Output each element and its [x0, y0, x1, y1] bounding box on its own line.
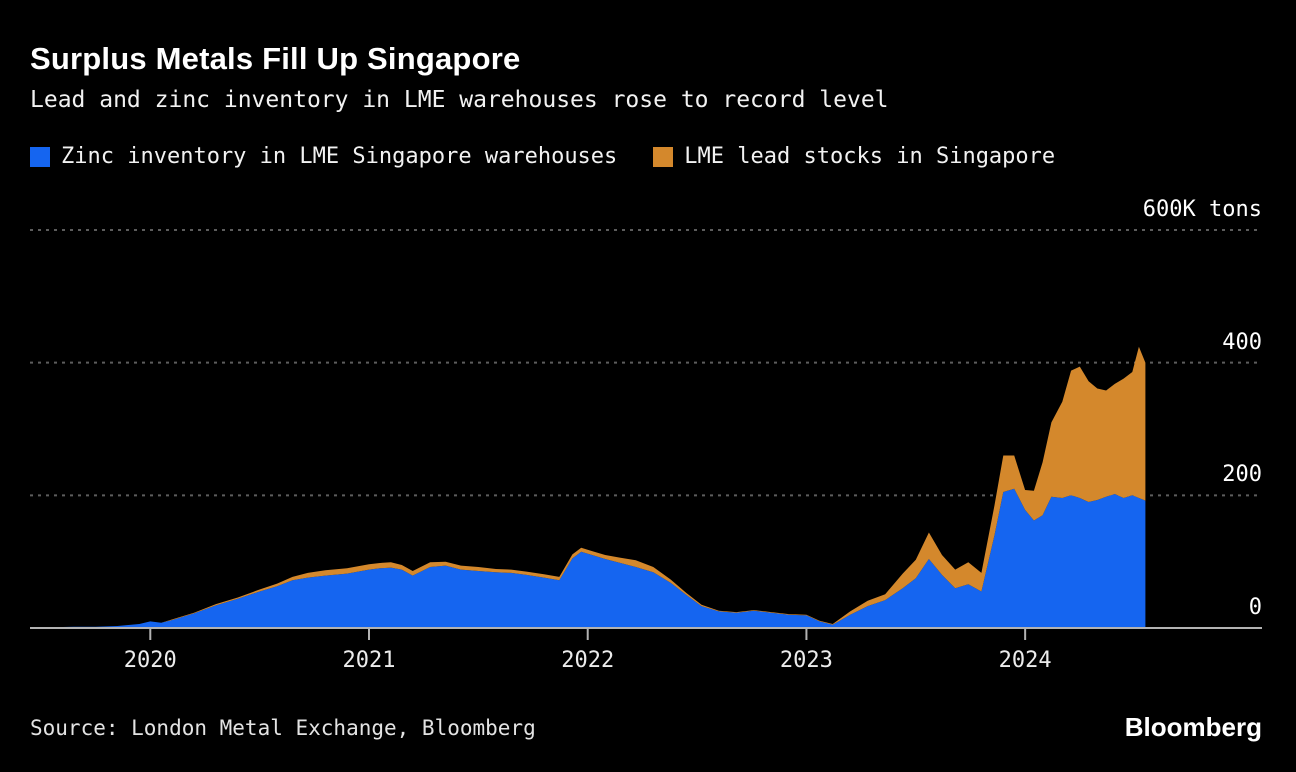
x-axis-label: 2020	[123, 648, 177, 673]
x-axis-label: 2024	[998, 648, 1052, 673]
zinc-swatch-icon	[30, 146, 50, 167]
legend-item-lead: LME lead stocks in Singapore	[653, 144, 1055, 169]
x-axis-label: 2022	[561, 648, 615, 673]
y-axis-label: 0	[1248, 595, 1262, 620]
legend-item-zinc: Zinc inventory in LME Singapore warehous…	[30, 144, 617, 169]
page-subtitle: Lead and zinc inventory in LME warehouse…	[30, 87, 889, 113]
x-axis-label: 2023	[779, 648, 833, 673]
zinc-legend-label: Zinc inventory in LME Singapore warehous…	[61, 144, 618, 169]
legend: Zinc inventory in LME Singapore warehous…	[30, 144, 1055, 169]
source-attribution: Source: London Metal Exchange, Bloomberg	[30, 716, 536, 740]
y-axis-label: 400	[1222, 329, 1262, 355]
y-axis-label: 600K tons	[1142, 197, 1262, 222]
x-axis-label: 2021	[342, 648, 396, 673]
area-zinc	[30, 488, 1146, 628]
bloomberg-logo: Bloomberg	[1124, 712, 1262, 742]
page-title: Surplus Metals Fill Up Singapore	[30, 41, 521, 76]
lead-swatch-icon	[653, 146, 674, 167]
lead-legend-label: LME lead stocks in Singapore	[684, 144, 1056, 169]
y-axis-label: 200	[1222, 462, 1262, 488]
